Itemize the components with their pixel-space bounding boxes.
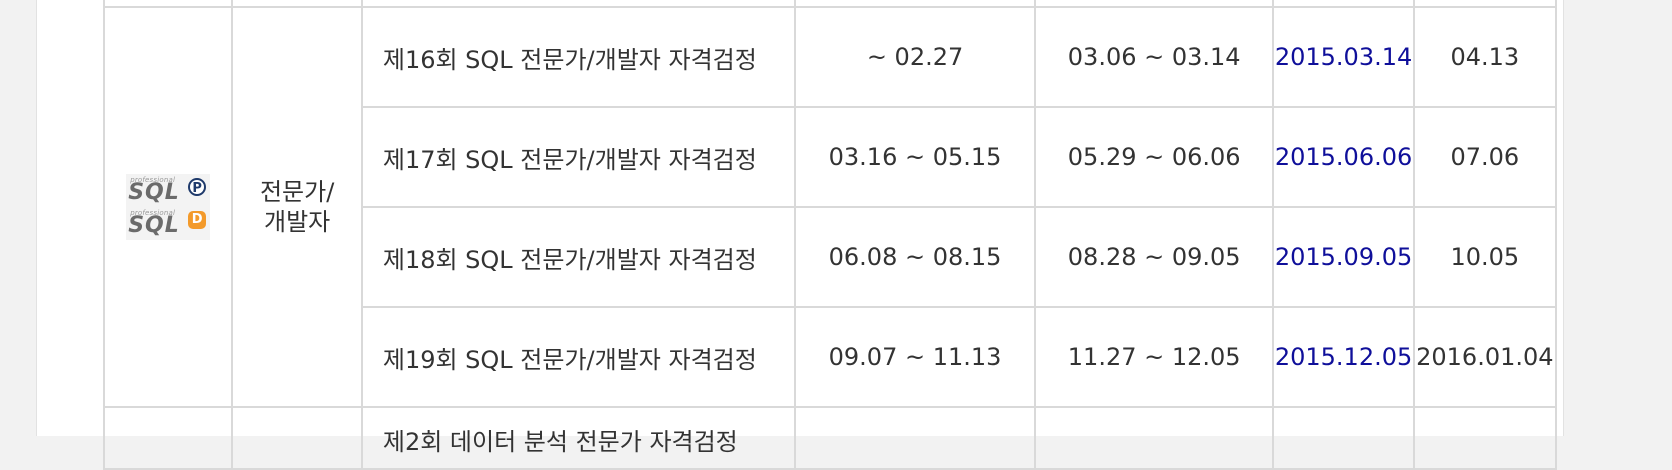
ticket-period: 11.27 ~ 12.05 [1033,306,1275,408]
exam-name: 제2회 데이터 분석 전문가 자격검정 [360,406,797,470]
exam-name: 제17회 SQL 전문가/개발자 자격검정 [360,106,797,208]
sqlp-logo: professional SQL P [126,174,210,207]
page-content: professional SQL P professional SQL D 전문… [36,0,1564,470]
table-row: professional SQL P professional SQL D 전문… [102,6,1558,408]
result-date: 10.05 [1412,206,1558,308]
table-row: 제17회 SQL 전문가/개발자 자격검정 03.16 ~ 05.15 05.2… [104,106,1558,208]
table-row: 제18회 SQL 전문가/개발자 자격검정 06.08 ~ 08.15 08.2… [104,206,1558,308]
sqld-logo: professional SQL D [126,207,210,240]
logo-tagline: professional [130,209,176,217]
category-line-2: 개발자 [264,208,331,236]
result-date: 07.06 [1412,106,1558,208]
exam-name: 제16회 SQL 전문가/개발자 자격검정 [360,6,797,108]
exam-schedule-table: professional SQL P professional SQL D 전문… [102,0,1558,470]
result-date: 04.13 [1412,6,1558,108]
registration-period: 09.07 ~ 11.13 [794,306,1036,408]
ticket-period: 08.28 ~ 09.05 [1033,206,1275,308]
exam-name: 제18회 SQL 전문가/개발자 자격검정 [360,206,797,308]
ticket-period: 03.06 ~ 03.14 [1033,6,1275,108]
registration-period: ~ 02.27 [794,6,1036,108]
certification-category: 전문가/ 개발자 [231,6,363,408]
table-row: 제2회 데이터 분석 전문가 자격검정 [102,406,1558,470]
logo-word: SQL [128,213,180,238]
exam-date: 2015.06.06 [1272,106,1415,208]
exam-date: 2015.12.05 [1272,306,1415,408]
exam-date: 2015.09.05 [1272,206,1415,308]
registration-period: 06.08 ~ 08.15 [794,206,1036,308]
category-line-1: 전문가/ [259,178,335,206]
table-row [102,0,1558,8]
exam-date: 2015.03.14 [1272,6,1415,108]
developer-badge-icon: D [188,211,207,229]
registration-period: 03.16 ~ 05.15 [794,106,1036,208]
ticket-period: 05.29 ~ 06.06 [1033,106,1275,208]
logo-word: SQL [128,180,180,205]
logo-tagline: professional [130,176,176,184]
professional-badge-icon: P [188,178,207,196]
partial-exam-name: 제2회 데이터 분석 전문가 자격검정 [382,428,738,456]
exam-name: 제19회 SQL 전문가/개발자 자격검정 [360,306,797,408]
certification-logo-cell: professional SQL P professional SQL D [102,6,234,408]
table-row: 제19회 SQL 전문가/개발자 자격검정 09.07 ~ 11.13 11.2… [104,306,1558,408]
result-date: 2016.01.04 [1412,306,1558,408]
sql-certification-logo: professional SQL P professional SQL D [126,174,211,240]
